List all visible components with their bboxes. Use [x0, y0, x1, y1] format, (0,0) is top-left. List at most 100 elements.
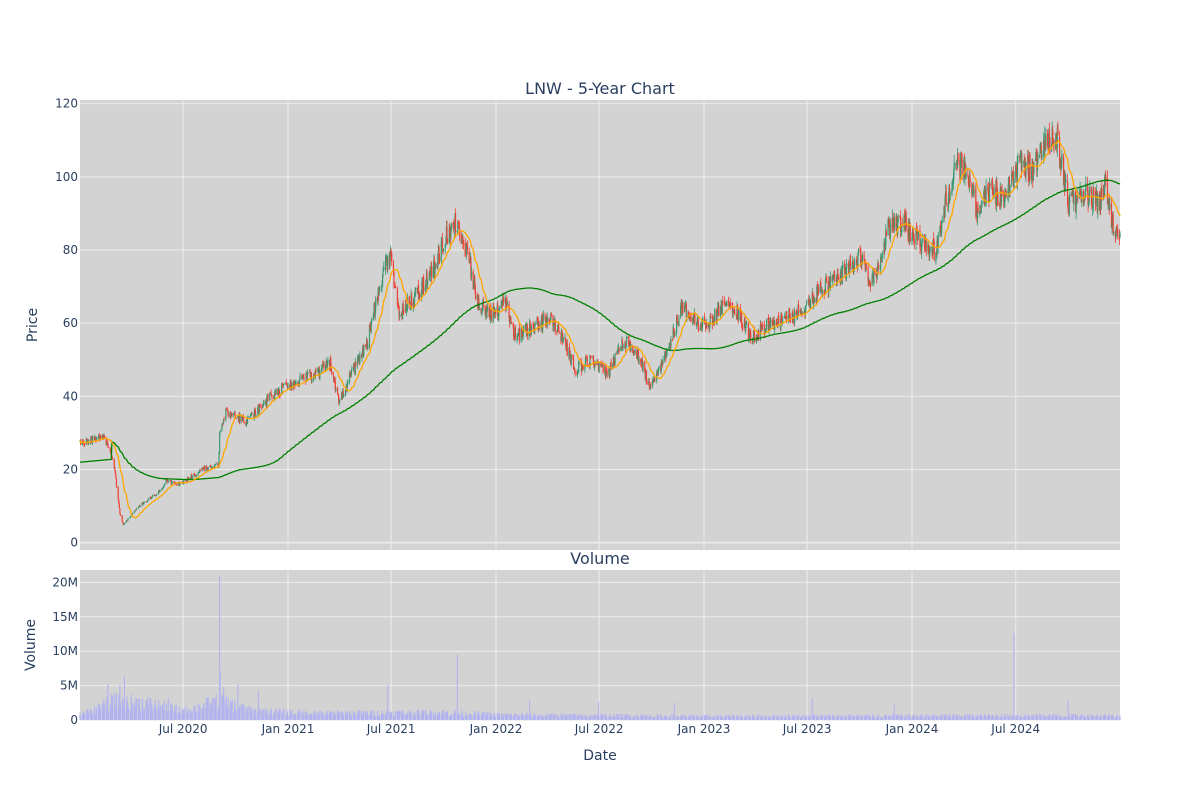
- volume-bar: [537, 715, 539, 720]
- candle-body: [391, 253, 393, 262]
- candle-body: [714, 308, 716, 321]
- candle-body: [231, 413, 233, 415]
- candle-body: [673, 330, 675, 337]
- candle-body: [151, 497, 153, 499]
- candle-body: [996, 189, 999, 200]
- candle-body: [1052, 130, 1054, 146]
- volume-bar: [875, 717, 877, 720]
- volume-bar: [342, 714, 344, 720]
- volume-bar: [791, 714, 793, 720]
- volume-bar: [1119, 715, 1121, 720]
- volume-bar: [113, 692, 115, 720]
- volume-bar: [693, 715, 695, 720]
- volume-bar: [174, 706, 176, 720]
- candle-body: [201, 468, 203, 471]
- candle-body: [701, 320, 703, 330]
- volume-bar: [996, 717, 999, 720]
- volume-bar: [1031, 714, 1033, 720]
- candle-body: [193, 473, 195, 477]
- candle-body: [865, 268, 867, 271]
- volume-bar: [1096, 714, 1098, 720]
- candle-body: [872, 273, 874, 275]
- volume-bar: [713, 715, 715, 720]
- volume-bar: [588, 716, 591, 720]
- volume-bar: [868, 715, 870, 720]
- volume-y-tick-label: 10M: [52, 644, 78, 658]
- volume-bar: [957, 716, 959, 720]
- volume-bar: [98, 703, 100, 720]
- candle-body: [488, 307, 490, 317]
- volume-bar: [705, 714, 707, 720]
- volume-bar: [975, 718, 977, 720]
- volume-bar: [943, 714, 946, 720]
- volume-bar: [466, 717, 469, 720]
- candle-body: [1017, 155, 1019, 157]
- candle-body: [859, 248, 861, 251]
- volume-bar: [305, 711, 307, 720]
- volume-bar: [649, 717, 651, 720]
- candle-body: [219, 432, 221, 453]
- candle-body: [577, 371, 579, 374]
- volume-bar: [142, 710, 144, 720]
- volume-bar: [979, 715, 981, 720]
- candle-body: [122, 522, 124, 525]
- candle-body: [157, 493, 159, 495]
- volume-bar: [598, 702, 600, 720]
- candle-body: [361, 353, 363, 358]
- candle-body: [411, 295, 413, 308]
- volume-bar: [581, 715, 583, 720]
- candle-body: [1035, 158, 1037, 161]
- candle-body: [290, 382, 292, 388]
- volume-bar: [814, 715, 816, 720]
- volume-bar: [604, 714, 606, 720]
- volume-bar: [226, 707, 228, 720]
- candle-body: [334, 381, 336, 391]
- volume-bar: [1053, 713, 1055, 720]
- candle-body: [202, 468, 204, 469]
- volume-bar: [363, 711, 365, 720]
- candle-body: [638, 358, 640, 363]
- candle-body: [392, 262, 395, 271]
- candle-body: [909, 225, 911, 241]
- volume-bar: [538, 714, 540, 720]
- volume-bar: [326, 712, 328, 720]
- volume-bar: [741, 715, 743, 720]
- volume-bar: [1033, 716, 1035, 720]
- volume-bar: [522, 714, 524, 720]
- volume-bar: [508, 714, 510, 720]
- volume-bar: [536, 717, 538, 720]
- candle-body: [119, 513, 122, 516]
- volume-bar: [917, 716, 919, 720]
- candle-body: [748, 338, 750, 340]
- volume-bar: [1072, 715, 1074, 720]
- candle-body: [916, 229, 918, 234]
- volume-bar: [1083, 714, 1085, 720]
- volume-bar: [606, 717, 608, 720]
- volume-bar: [1032, 715, 1034, 720]
- volume-bar: [202, 708, 204, 720]
- volume-bar: [727, 715, 730, 720]
- candle-body: [497, 304, 499, 317]
- volume-bar: [630, 718, 632, 720]
- volume-bar: [207, 700, 209, 720]
- volume-bar: [1076, 714, 1078, 720]
- volume-bar: [911, 717, 913, 720]
- candle-body: [857, 256, 859, 269]
- volume-bar: [893, 714, 895, 720]
- volume-bar: [568, 713, 571, 720]
- volume-bar: [880, 717, 882, 720]
- volume-bar: [1104, 714, 1106, 720]
- volume-bar: [570, 713, 572, 720]
- candle-body: [486, 309, 488, 318]
- candle-body: [127, 518, 130, 520]
- volume-bar: [553, 714, 555, 720]
- candle-body: [456, 231, 458, 232]
- candle-body: [548, 318, 550, 322]
- volume-bar: [1078, 717, 1081, 720]
- volume-bar: [492, 714, 494, 720]
- candle-body: [121, 515, 123, 522]
- candle-body: [722, 300, 724, 302]
- volume-bar: [688, 715, 690, 720]
- volume-bar: [642, 715, 644, 720]
- volume-bar: [98, 708, 100, 720]
